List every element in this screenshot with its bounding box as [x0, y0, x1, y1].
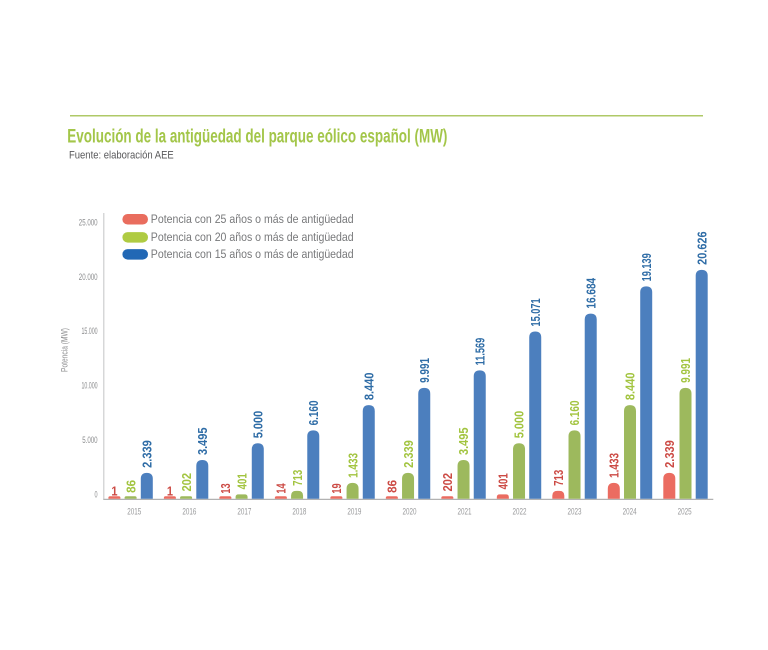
- svg-text:15.071: 15.071: [530, 298, 544, 326]
- svg-text:16.684: 16.684: [584, 277, 599, 308]
- svg-text:5.000: 5.000: [512, 410, 527, 438]
- svg-text:2020: 2020: [402, 506, 416, 517]
- svg-text:20.626: 20.626: [694, 231, 709, 265]
- svg-text:2018: 2018: [292, 506, 306, 517]
- svg-text:713: 713: [553, 470, 567, 486]
- svg-text:86: 86: [124, 480, 139, 493]
- svg-text:1: 1: [167, 484, 173, 499]
- svg-text:401: 401: [236, 473, 250, 490]
- svg-text:10.000: 10.000: [81, 380, 97, 391]
- svg-text:2024: 2024: [623, 506, 637, 517]
- svg-text:20.000: 20.000: [79, 272, 98, 282]
- svg-text:2017: 2017: [237, 506, 251, 517]
- svg-text:5.000: 5.000: [251, 410, 266, 438]
- svg-text:8.440: 8.440: [362, 372, 377, 400]
- svg-text:Potencia con 25 años o más de: Potencia con 25 años o más de antigüedad: [151, 213, 354, 226]
- svg-text:5.000: 5.000: [82, 435, 97, 445]
- svg-text:6.160: 6.160: [569, 400, 582, 425]
- svg-text:19.139: 19.139: [641, 253, 655, 281]
- svg-text:25.000: 25.000: [79, 217, 98, 227]
- svg-text:2.339: 2.339: [401, 440, 416, 468]
- svg-text:13: 13: [220, 483, 234, 493]
- svg-text:Potencia con 15 años o más de: Potencia con 15 años o más de antigüedad: [151, 248, 354, 261]
- svg-text:86: 86: [385, 480, 400, 493]
- svg-text:9.991: 9.991: [680, 357, 693, 382]
- svg-text:2016: 2016: [182, 506, 196, 517]
- svg-text:2.339: 2.339: [140, 440, 155, 468]
- svg-text:9.991: 9.991: [419, 357, 432, 382]
- svg-text:401: 401: [497, 473, 511, 490]
- svg-text:713: 713: [292, 470, 306, 486]
- svg-text:2021: 2021: [457, 506, 471, 517]
- svg-text:14: 14: [275, 483, 289, 494]
- svg-text:202: 202: [179, 473, 194, 492]
- svg-text:Fuente: elaboración AEE: Fuente: elaboración AEE: [69, 150, 174, 162]
- svg-text:3.495: 3.495: [456, 427, 471, 455]
- svg-text:11.569: 11.569: [474, 338, 488, 366]
- svg-text:Potencia con 20 años o más de: Potencia con 20 años o más de antigüedad: [151, 231, 354, 244]
- svg-text:0: 0: [95, 489, 98, 500]
- svg-text:2025: 2025: [678, 506, 692, 517]
- svg-text:2023: 2023: [568, 506, 582, 517]
- svg-text:2.339: 2.339: [662, 440, 677, 468]
- svg-text:1: 1: [111, 484, 117, 499]
- svg-text:2015: 2015: [127, 506, 141, 517]
- svg-text:15.000: 15.000: [81, 326, 97, 337]
- svg-text:1.433: 1.433: [347, 452, 360, 477]
- svg-text:Evolución de la antigüedad del: Evolución de la antigüedad del parque eó…: [67, 125, 447, 147]
- svg-text:2022: 2022: [513, 506, 527, 517]
- svg-text:6.160: 6.160: [308, 400, 321, 425]
- svg-text:8.440: 8.440: [623, 372, 638, 400]
- svg-text:1.433: 1.433: [608, 452, 621, 477]
- svg-text:202: 202: [440, 473, 455, 492]
- svg-text:Potencia (MW): Potencia (MW): [60, 328, 70, 372]
- svg-text:19: 19: [331, 483, 345, 493]
- svg-text:2019: 2019: [347, 506, 361, 517]
- svg-text:3.495: 3.495: [195, 427, 210, 455]
